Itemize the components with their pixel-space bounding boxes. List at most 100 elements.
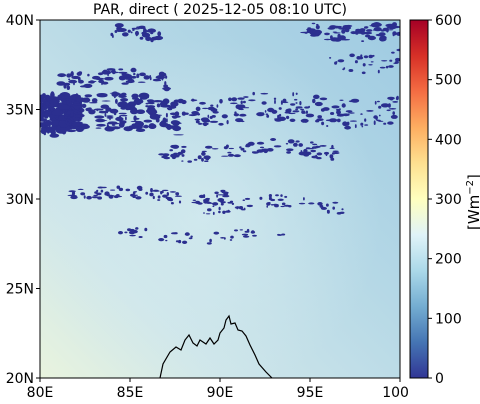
cloud-patch [81, 97, 91, 103]
cloud-patch [256, 149, 264, 153]
cloud-patch [314, 101, 323, 107]
cloud-patch [326, 210, 330, 214]
cloud-patch [364, 26, 369, 28]
cloud-patch [319, 203, 322, 206]
cloud-patch [392, 101, 399, 103]
cloud-patch [330, 157, 335, 161]
cloud-patch [393, 62, 398, 64]
cloud-patch [40, 95, 45, 98]
cloud-patch [43, 132, 46, 136]
cloud-patch [118, 112, 127, 115]
cloud-patch [123, 33, 127, 36]
cloud-patch [379, 66, 386, 69]
cloud-patch [87, 73, 90, 77]
cloud-patch [119, 120, 127, 124]
cloud-patch [331, 105, 340, 109]
cloud-patch [290, 103, 296, 106]
cloud-patch [316, 23, 319, 26]
cloud-patch [385, 27, 389, 33]
cloud-patch [130, 75, 137, 79]
cloud-patch [286, 151, 291, 154]
cloud-patch [143, 119, 153, 123]
cloud-patch [66, 85, 71, 90]
cloud-patch [68, 190, 76, 193]
cloud-patch [115, 98, 118, 104]
cloud-patch [98, 110, 107, 114]
cloud-patch [187, 160, 192, 163]
colorbar-tick-label: 100 [435, 311, 462, 327]
cloud-patch [120, 114, 128, 117]
colorbar-label: [Wm−2] [465, 174, 480, 230]
cloud-patch [234, 111, 237, 115]
cloud-patch [97, 72, 104, 76]
cloud-patch [368, 64, 373, 66]
cloud-patch [315, 145, 320, 149]
cloud-patch [239, 146, 242, 149]
cloud-patch [229, 239, 233, 241]
cloud-patch [66, 100, 70, 105]
cloud-patch [165, 126, 177, 129]
cloud-patch [396, 48, 400, 52]
cloud-patch [129, 234, 136, 237]
cloud-patch [277, 233, 281, 236]
cloud-patch [223, 237, 226, 240]
cloud-patch [300, 118, 309, 123]
cloud-patch [115, 194, 120, 197]
cloud-patch [133, 72, 136, 76]
cloud-patch [235, 206, 241, 209]
cloud-patch [298, 202, 306, 205]
cloud-patch [222, 194, 230, 198]
cloud-patch [150, 188, 153, 193]
cloud-patch [201, 151, 206, 156]
cloud-patch [360, 54, 363, 58]
cloud-patch [184, 232, 190, 236]
cloud-patch [149, 75, 152, 79]
cloud-patch [259, 196, 263, 200]
cloud-patch [147, 28, 157, 33]
cloud-patch [220, 237, 225, 239]
cloud-patch [343, 67, 346, 70]
cloud-patch [116, 28, 122, 32]
cloud-patch [212, 202, 219, 206]
cloud-patch [114, 23, 124, 28]
cloud-patch [199, 101, 206, 105]
cloud-patch [328, 118, 338, 123]
cloud-patch [84, 94, 93, 98]
cloud-patch [106, 115, 114, 117]
cloud-patch [278, 107, 282, 110]
cloud-patch [130, 67, 137, 73]
cloud-patch [317, 115, 323, 119]
cloud-patch [260, 92, 269, 95]
cloud-patch [137, 100, 142, 105]
cloud-patch [138, 236, 143, 238]
cloud-patch [51, 109, 64, 116]
x-tick-label: 85E [117, 385, 144, 401]
colorbar-gradient [409, 19, 429, 379]
cloud-patch [170, 202, 174, 205]
cloud-patch [178, 200, 182, 204]
cloud-patch [152, 195, 155, 200]
cloud-patch [96, 192, 102, 196]
cloud-patch [67, 98, 72, 107]
cloud-patch [65, 119, 68, 125]
cloud-patch [240, 147, 245, 151]
cloud-patch [68, 79, 78, 84]
cloud-patch [130, 120, 141, 122]
cloud-patch [131, 229, 138, 234]
cloud-patch [395, 31, 400, 36]
cloud-patch [281, 202, 286, 206]
cloud-patch [124, 104, 131, 111]
cloud-patch [104, 76, 114, 81]
cloud-patch [207, 114, 210, 119]
cloud-patch [191, 111, 199, 115]
cloud-patch [177, 151, 183, 155]
cloud-patch [292, 110, 300, 113]
cloud-patch [305, 113, 315, 118]
cloud-patch [284, 195, 288, 198]
cloud-patch [252, 91, 255, 96]
cloud-patch [41, 126, 47, 132]
cloud-patch [152, 78, 161, 82]
cloud-patch [104, 112, 107, 117]
cloud-patch [118, 231, 123, 235]
cloud-patch [295, 92, 298, 96]
